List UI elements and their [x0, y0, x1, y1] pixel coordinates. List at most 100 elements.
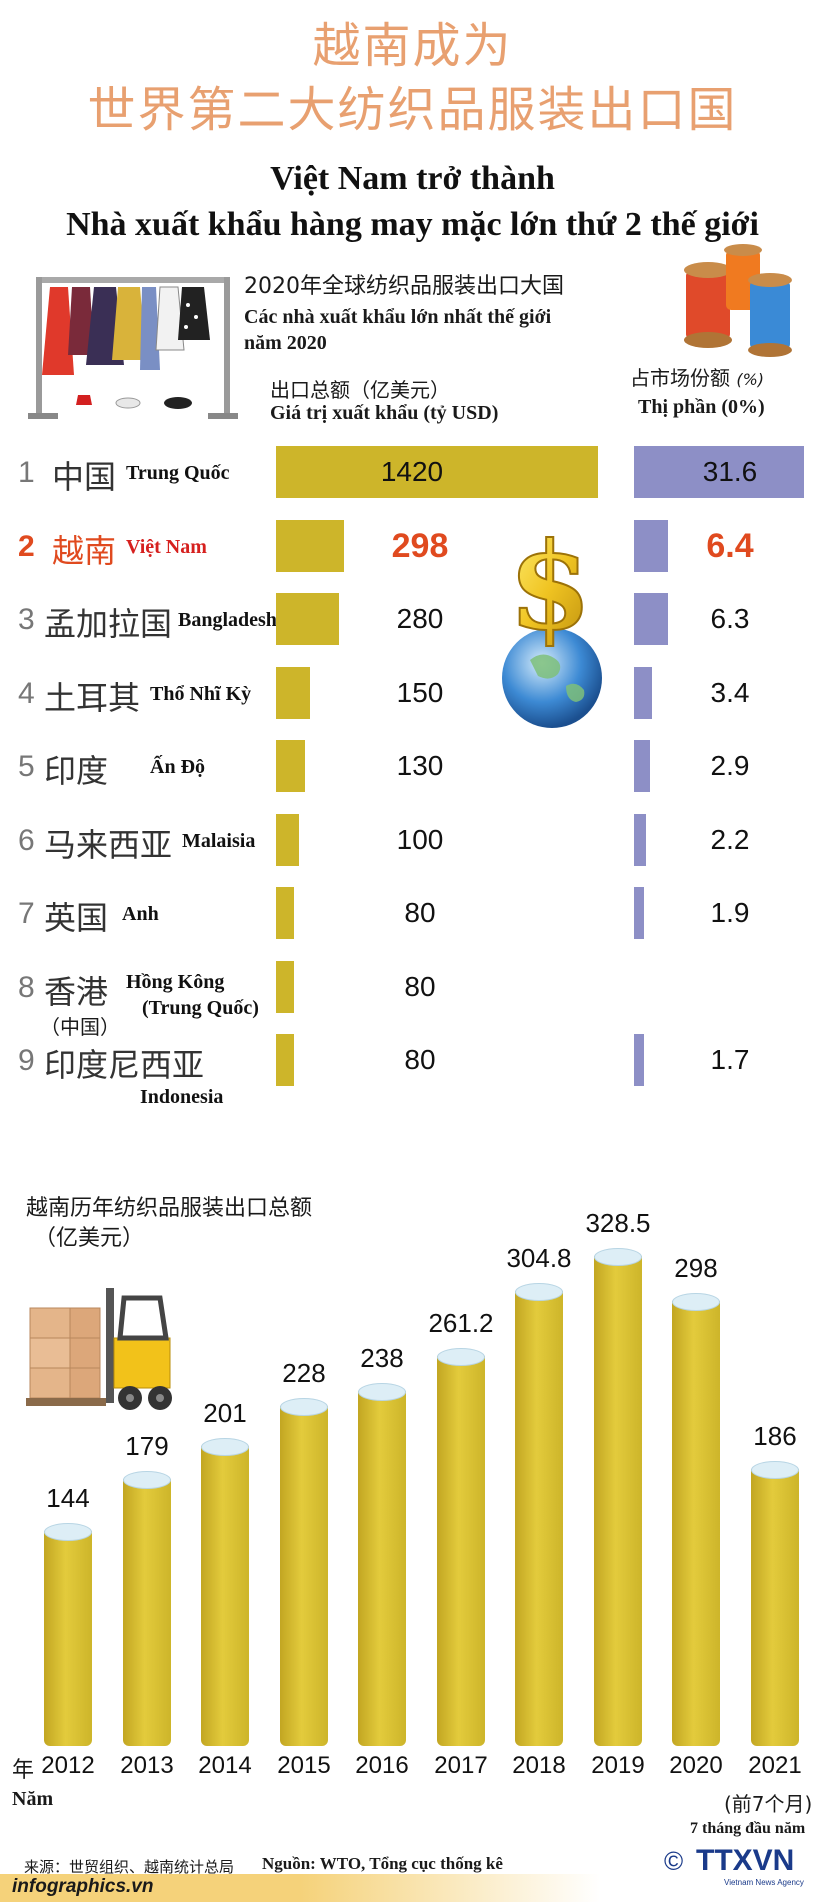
country-name-vn: Anh	[122, 903, 159, 925]
year-tick-label: 2014	[198, 1752, 252, 1779]
country-name-vn: Việt Nam	[126, 536, 207, 558]
share-header-vn: Thị phần (0%)	[638, 396, 765, 418]
site-link[interactable]: infographics.vn	[12, 1876, 154, 1897]
forklift-boxes-icon	[20, 1268, 190, 1418]
year-column	[751, 1469, 799, 1746]
rank-number: 7	[18, 897, 35, 930]
year-column-cap	[594, 1248, 642, 1266]
country-name-vn: Hồng Kông	[126, 971, 225, 993]
yearly-chart-title-line2: （亿美元）	[34, 1226, 145, 1251]
thread-spools-icon	[668, 240, 808, 360]
year-value-label: 304.8	[506, 1243, 572, 1273]
x-label-vn: Năm	[12, 1788, 54, 1810]
country-name-vn: Ấn Độ	[150, 756, 206, 778]
source-vn: Nguồn: WTO, Tổng cục thống kê	[262, 1854, 503, 1873]
year-column	[358, 1391, 406, 1746]
country-name-vn: Thổ Nhĩ Kỳ	[150, 683, 252, 705]
rank-number: 2	[18, 530, 35, 563]
export-bar	[276, 593, 340, 645]
export-value: 280	[396, 603, 444, 634]
year-column-cap	[123, 1471, 171, 1489]
rank-number: 8	[18, 971, 35, 1004]
section1-heading-vn-line1: Các nhà xuất khẩu lớn nhất thế giới	[244, 306, 552, 328]
year-tick-label: 2018	[512, 1752, 566, 1779]
share-value: 1.9	[710, 897, 750, 928]
section1-heading-vn-line2: năm 2020	[244, 332, 327, 354]
year-column	[515, 1291, 563, 1746]
note-2021-cn: (前7个月)	[724, 1792, 813, 1816]
year-tick-label: 2021	[748, 1752, 802, 1779]
share-value: 31.6	[702, 456, 758, 487]
export-bar	[276, 740, 306, 792]
share-value: 6.4	[706, 527, 754, 565]
year-column	[437, 1356, 485, 1746]
rank-number: 4	[18, 677, 35, 710]
export-bar	[276, 887, 295, 939]
share-bar	[634, 887, 645, 939]
year-column-cap	[672, 1293, 720, 1311]
export-value: 298	[391, 527, 449, 565]
yearly-chart-title-line1: 越南历年纺织品服装出口总额	[26, 1196, 313, 1221]
year-column	[123, 1479, 171, 1746]
country-name-cn-sub: （中国）	[40, 1015, 120, 1039]
year-tick-label: 2017	[434, 1752, 488, 1779]
export-value: 80	[404, 971, 436, 1002]
share-value: 2.2	[710, 824, 750, 855]
year-value-label: 328.5	[585, 1208, 651, 1238]
export-bar	[276, 446, 598, 498]
country-name-cn: 孟加拉国	[44, 605, 173, 643]
country-name-vn: Trung Quốc	[126, 462, 230, 484]
year-value-label: 261.2	[428, 1308, 494, 1338]
year-column-cap	[515, 1283, 563, 1301]
country-name-vn: Malaisia	[182, 830, 256, 852]
export-value: 150	[396, 677, 444, 708]
export-value: 100	[396, 824, 444, 855]
share-value: 3.4	[710, 677, 750, 708]
year-value-label: 201	[203, 1398, 247, 1428]
year-column	[44, 1531, 92, 1746]
source-cn: 来源：世贸组织、越南统计总局	[24, 1858, 235, 1876]
share-value: 2.9	[710, 750, 750, 781]
country-name-cn: 印度	[44, 752, 109, 790]
share-bar	[634, 740, 650, 792]
export-value: 80	[404, 1044, 436, 1075]
year-tick-label: 2012	[41, 1752, 95, 1779]
year-column-cap	[437, 1348, 485, 1366]
year-value-label: 186	[753, 1421, 797, 1451]
year-tick-label: 2015	[277, 1752, 331, 1779]
year-column	[280, 1406, 328, 1746]
title-vn-line1: Việt Nam trở thành	[270, 160, 555, 197]
export-bar	[276, 961, 295, 1013]
country-name-cn: 印度尼西亚	[44, 1046, 205, 1084]
section1-heading-cn: 2020年全球纺织品服装出口大国	[244, 274, 564, 299]
country-name-vn: Bangladesh	[178, 609, 277, 631]
copyright-symbol: ©	[664, 1846, 684, 1876]
country-name-cn: 中国	[52, 458, 117, 496]
year-column-cap	[358, 1383, 406, 1401]
clothes-rack-icon	[28, 265, 238, 425]
share-bar	[634, 520, 669, 572]
country-name-cn: 马来西亚	[44, 826, 173, 864]
share-bar	[634, 446, 804, 498]
export-value: 1420	[380, 456, 444, 487]
export-bar	[276, 1034, 295, 1086]
dollar-globe-icon: $	[490, 510, 610, 730]
title-cn-line2: 世界第二大纺织品服装出口国	[87, 82, 738, 138]
year-tick-label: 2016	[355, 1752, 409, 1779]
rank-number: 9	[18, 1044, 35, 1077]
year-column	[594, 1256, 642, 1746]
export-bar	[276, 814, 299, 866]
share-value: 1.7	[710, 1044, 750, 1075]
country-name-cn: 越南	[52, 532, 117, 570]
year-tick-label: 2019	[591, 1752, 645, 1779]
share-bar	[634, 593, 668, 645]
year-value-label: 144	[46, 1483, 90, 1513]
export-header-cn: 出口总额（亿美元）	[270, 378, 450, 402]
year-column-cap	[201, 1438, 249, 1456]
note-2021-vn: 7 tháng đầu năm	[690, 1820, 806, 1837]
country-name-cn: 土耳其	[44, 679, 141, 717]
year-column-cap	[280, 1398, 328, 1416]
share-bar	[634, 1034, 644, 1086]
rank-number: 5	[18, 750, 35, 783]
ttxvn-logo: TTXVN	[696, 1844, 795, 1877]
